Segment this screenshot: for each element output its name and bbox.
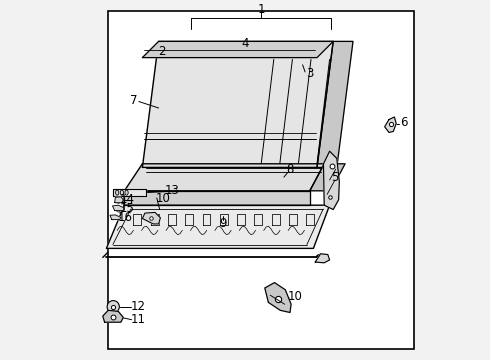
Polygon shape bbox=[115, 197, 123, 203]
Circle shape bbox=[107, 301, 120, 313]
Polygon shape bbox=[113, 189, 146, 196]
Polygon shape bbox=[110, 215, 121, 220]
Text: 6: 6 bbox=[400, 116, 407, 129]
Text: 4: 4 bbox=[241, 37, 249, 50]
Polygon shape bbox=[124, 191, 310, 205]
Text: 16: 16 bbox=[117, 211, 132, 224]
Polygon shape bbox=[385, 117, 396, 132]
Ellipse shape bbox=[125, 190, 128, 195]
Text: 1: 1 bbox=[257, 3, 265, 15]
Text: 11: 11 bbox=[130, 313, 145, 326]
Text: 12: 12 bbox=[130, 300, 145, 313]
Text: 8: 8 bbox=[286, 163, 294, 176]
Ellipse shape bbox=[120, 190, 123, 195]
Polygon shape bbox=[143, 212, 160, 224]
Polygon shape bbox=[315, 254, 330, 263]
Polygon shape bbox=[323, 151, 339, 210]
Polygon shape bbox=[310, 164, 345, 191]
Text: 13: 13 bbox=[165, 184, 180, 197]
Text: 10: 10 bbox=[287, 291, 302, 303]
Polygon shape bbox=[143, 41, 333, 58]
Text: 5: 5 bbox=[331, 171, 339, 184]
Text: 14: 14 bbox=[120, 193, 135, 206]
Polygon shape bbox=[113, 205, 124, 211]
Polygon shape bbox=[143, 41, 333, 167]
Text: 7: 7 bbox=[130, 94, 138, 107]
Polygon shape bbox=[124, 164, 324, 191]
Text: 15: 15 bbox=[120, 202, 135, 215]
Bar bbox=[108, 11, 414, 349]
Text: 2: 2 bbox=[158, 45, 166, 58]
Polygon shape bbox=[265, 283, 291, 312]
Polygon shape bbox=[106, 205, 330, 248]
Text: 9: 9 bbox=[220, 217, 227, 230]
Text: 3: 3 bbox=[306, 67, 314, 80]
Polygon shape bbox=[103, 310, 123, 322]
Polygon shape bbox=[317, 41, 353, 167]
Text: 10: 10 bbox=[155, 192, 171, 204]
Ellipse shape bbox=[116, 190, 119, 195]
